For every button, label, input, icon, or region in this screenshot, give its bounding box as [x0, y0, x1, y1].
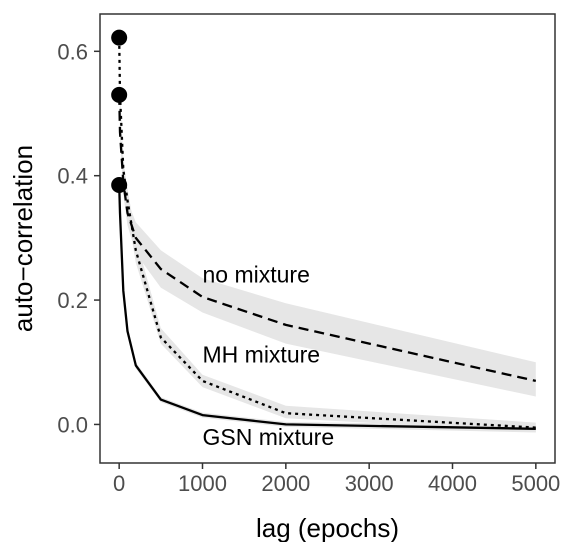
plot-panel-border: [99, 13, 556, 464]
gsn-mixture-label: GSN mixture: [203, 424, 335, 450]
x-tick-label: 3000: [345, 471, 394, 496]
gsn-mixture-line: [118, 184, 536, 430]
no-mixture-label: no mixture: [203, 262, 310, 288]
y-axis-title: auto−correlation: [8, 145, 38, 332]
no-mixture-band: [119, 94, 536, 397]
mh-mixture-line: [118, 38, 536, 429]
x-axis-title: lag (epochs): [256, 513, 399, 542]
lag-zero-markers: [111, 29, 128, 194]
y-tick-label: 0.4: [57, 164, 88, 189]
y-tick-label: 0.6: [57, 39, 88, 64]
x-tick-label: 2000: [261, 471, 310, 496]
y-tick-label: 0.2: [57, 288, 88, 313]
lag-zero-marker: [111, 29, 128, 46]
x-tick-label: 1000: [178, 471, 227, 496]
x-tick-label: 0: [113, 471, 125, 496]
series-annotations: no mixture MH mixture GSN mixture: [203, 262, 335, 450]
confidence-bands: [119, 38, 536, 433]
series-lines: [118, 38, 537, 430]
x-axis: 0 1000 2000 3000 4000 5000: [113, 463, 560, 496]
mh-mixture-label: MH mixture: [203, 341, 321, 367]
x-tick-label: 4000: [428, 471, 477, 496]
x-tick-label: 5000: [511, 471, 560, 496]
lag-zero-marker: [111, 177, 128, 194]
y-axis: 0.0 0.2 0.4 0.6: [57, 39, 100, 437]
y-tick-label: 0.0: [57, 412, 88, 437]
no-mixture-line: [118, 94, 537, 383]
gsn-mixture-band: [119, 185, 536, 433]
lag-zero-marker: [111, 86, 128, 103]
